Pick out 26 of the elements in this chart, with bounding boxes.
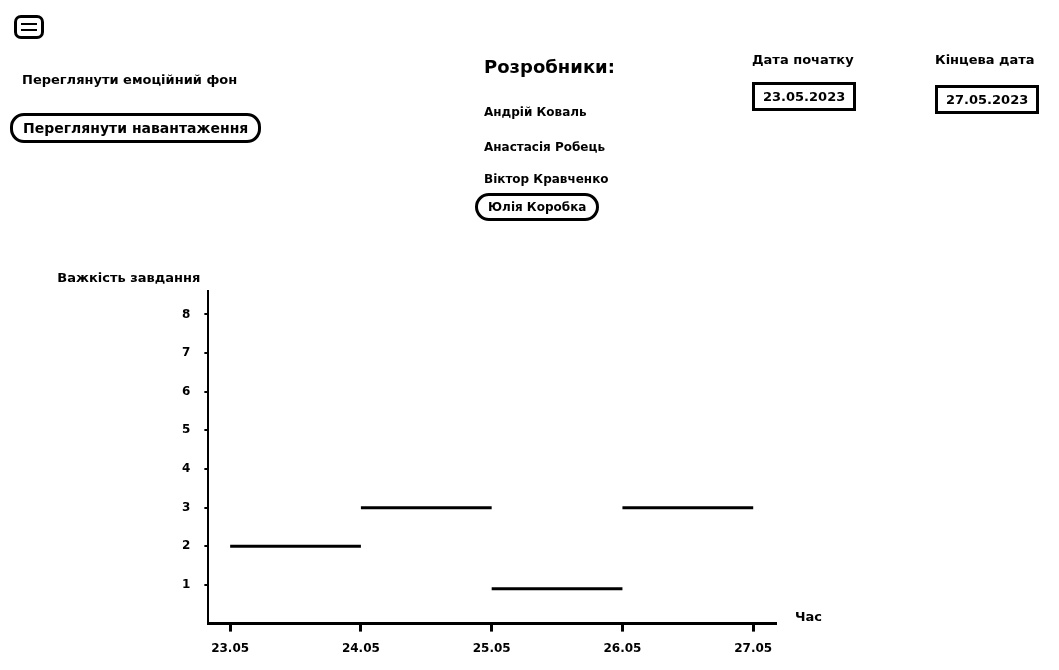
y-tick-label: 4	[181, 461, 191, 476]
y-axis-title: Важкість завдання	[57, 269, 201, 285]
text: 27.05.2023	[935, 85, 1040, 114]
y-tick-label: 2	[181, 538, 191, 553]
text: Юлія Коробка	[475, 193, 600, 221]
text: Андрій Коваль	[484, 105, 587, 119]
y-tick-label: 1	[181, 577, 191, 592]
y-tick-label: 6	[181, 383, 191, 398]
x-tick-label: 25.05	[472, 640, 511, 655]
text: 23.05.2023	[752, 82, 857, 111]
y-tick-label: 8	[181, 306, 191, 321]
text: Кінцева дата	[935, 52, 1035, 67]
x-tick-label: 27.05	[734, 640, 773, 655]
text: Переглянути емоційний фон	[22, 72, 238, 87]
text: Віктор Кравченко	[484, 172, 609, 186]
text: Анастасія Робець	[484, 140, 605, 154]
x-tick-label: 23.05	[211, 640, 250, 655]
x-axis-title: Час	[795, 608, 822, 624]
text: Розробники:	[484, 56, 615, 77]
x-tick-label: 26.05	[603, 640, 642, 655]
text: Переглянути навантаження	[10, 113, 262, 143]
text: Дата початку	[752, 52, 854, 67]
x-tick-label: 24.05	[341, 640, 380, 655]
y-tick-label: 3	[181, 499, 191, 514]
y-tick-label: 7	[181, 345, 191, 360]
y-tick-label: 5	[181, 422, 191, 437]
